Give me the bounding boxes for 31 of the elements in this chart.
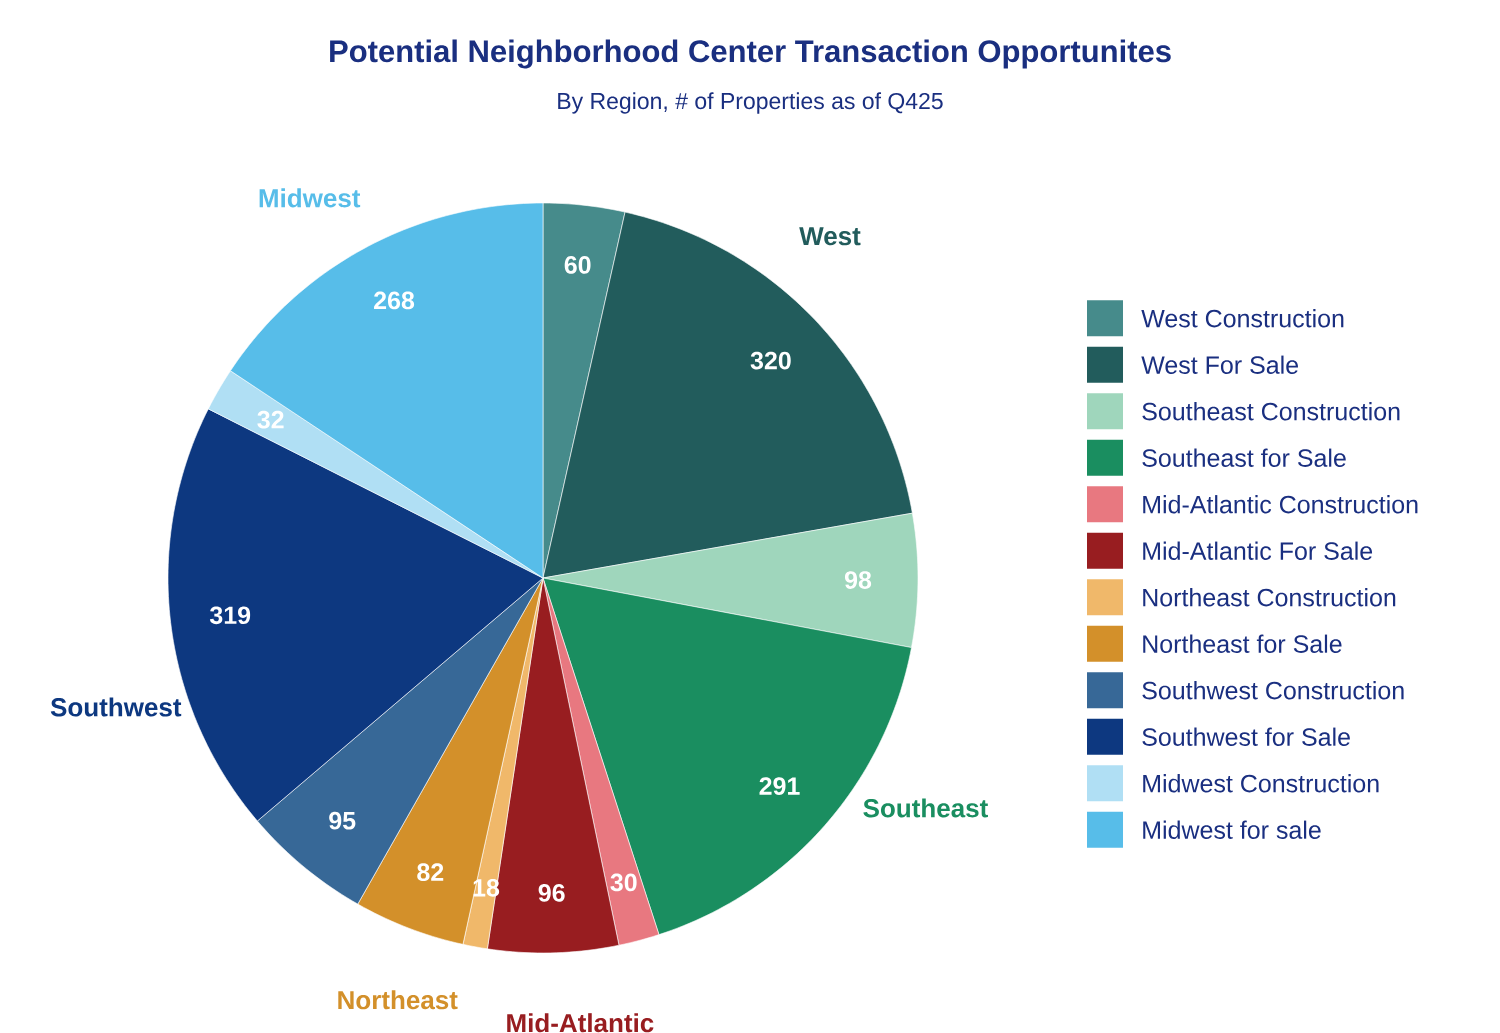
legend-label: West Construction xyxy=(1141,309,1344,328)
chart-title: Potential Neighborhood Center Transaction Opportunites xyxy=(330,39,1171,69)
legend-label: West For Sale xyxy=(1141,355,1298,374)
legend-label: Southwest for Sale xyxy=(1142,727,1350,746)
data-label: 320 xyxy=(750,351,791,370)
data-label: 291 xyxy=(759,777,800,795)
legend-label: Mid-Atlantic For Sale xyxy=(1143,541,1373,560)
data-label: 32 xyxy=(257,410,284,429)
data-label: 268 xyxy=(374,291,415,310)
text: Midwest xyxy=(259,188,361,208)
text: Southwest xyxy=(50,697,182,717)
data-label: 319 xyxy=(209,606,251,625)
data-label: 30 xyxy=(610,873,637,892)
legend-label: Mid-Atlantic Construction xyxy=(1143,495,1418,514)
text: Mid-Atlantic xyxy=(507,1013,654,1033)
text: Southeast xyxy=(863,798,988,818)
data-label: 96 xyxy=(538,884,565,902)
legend-label: Northeast Construction xyxy=(1143,588,1396,607)
data-label: 98 xyxy=(844,571,872,589)
chart-subtitle: By Region, # of Properties as of Q425 xyxy=(558,92,943,114)
legend-label: Southeast Construction xyxy=(1142,402,1400,421)
legend-label: Northeast for Sale xyxy=(1143,634,1342,653)
text: Northeast xyxy=(338,990,458,1010)
data-label: 82 xyxy=(417,863,444,882)
legend-label: Midwest Construction xyxy=(1143,774,1379,793)
legend-label: Southwest Construction xyxy=(1142,681,1404,700)
legend-label: Southeast for Sale xyxy=(1142,448,1346,467)
legend-label: Midwest for sale xyxy=(1143,820,1321,839)
data-label: 60 xyxy=(564,256,591,274)
text: West xyxy=(799,227,861,246)
data-label: 95 xyxy=(329,811,356,830)
